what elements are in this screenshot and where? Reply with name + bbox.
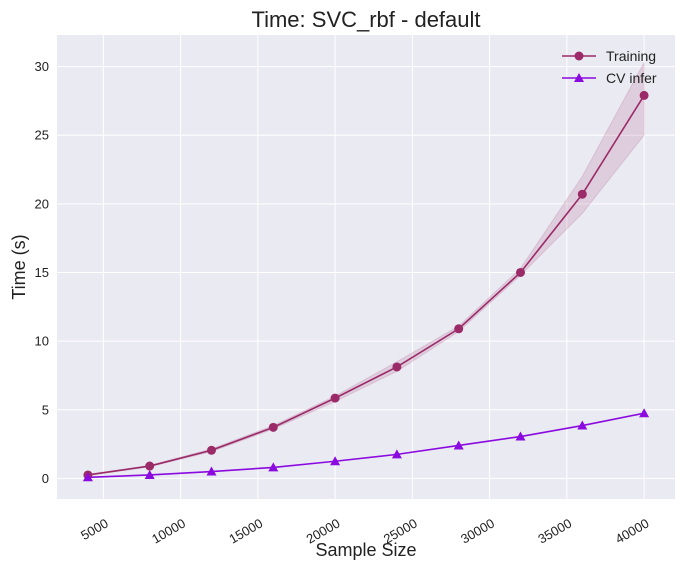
- y-tick-label: 0: [42, 471, 49, 486]
- legend-label-training: Training: [606, 48, 656, 64]
- x-axis-label: Sample Size: [315, 540, 416, 560]
- chart-title: Time: SVC_rbf - default: [251, 7, 480, 32]
- legend-label-cv-infer: CV infer: [606, 70, 657, 86]
- point-training: [516, 267, 525, 277]
- point-cv-infer: [144, 469, 155, 479]
- point-training: [577, 189, 587, 199]
- y-tick-label: 5: [42, 402, 49, 417]
- point-cv-infer: [577, 420, 588, 430]
- x-tick-label: 30000: [458, 516, 497, 547]
- legend-marker-training: [574, 51, 584, 61]
- plot-background: [57, 35, 675, 499]
- x-tick-label: 5000: [78, 516, 111, 543]
- point-cv-infer: [206, 466, 217, 476]
- point-training: [207, 445, 216, 455]
- point-cv-infer: [639, 408, 650, 418]
- point-training: [392, 362, 402, 372]
- series-lines: [87, 94, 645, 479]
- legend-marker-cv-infer: [574, 73, 584, 82]
- point-cv-infer: [268, 462, 279, 472]
- series-markers: [82, 90, 650, 482]
- y-axis-label: Time (s): [9, 234, 29, 299]
- point-cv-infer: [515, 431, 526, 441]
- point-training: [639, 90, 649, 100]
- y-tick-label: 25: [35, 128, 49, 143]
- y-tick-labels: 0 5 10 15 20 25 30: [35, 59, 49, 486]
- point-cv-infer: [82, 472, 93, 482]
- confidence-bands: [87, 62, 645, 477]
- y-tick-label: 10: [35, 334, 49, 349]
- point-training: [454, 324, 464, 334]
- x-tick-label: 35000: [535, 516, 574, 547]
- point-training: [268, 422, 278, 432]
- point-cv-infer: [391, 449, 402, 459]
- y-tick-label: 30: [35, 59, 49, 74]
- line-cv-infer: [87, 412, 645, 479]
- point-training: [145, 461, 155, 471]
- point-cv-infer: [330, 456, 341, 466]
- y-tick-label: 15: [35, 265, 49, 280]
- x-tick-label: 10000: [149, 516, 188, 547]
- band-training: [87, 62, 645, 477]
- legend: Training CV infer: [562, 48, 657, 86]
- point-training: [330, 393, 340, 403]
- line-training: [87, 94, 645, 476]
- point-cv-infer: [453, 440, 464, 450]
- grid: [57, 35, 675, 499]
- x-tick-label: 15000: [226, 516, 265, 547]
- y-tick-label: 20: [35, 196, 49, 211]
- x-tick-label: 40000: [613, 516, 652, 547]
